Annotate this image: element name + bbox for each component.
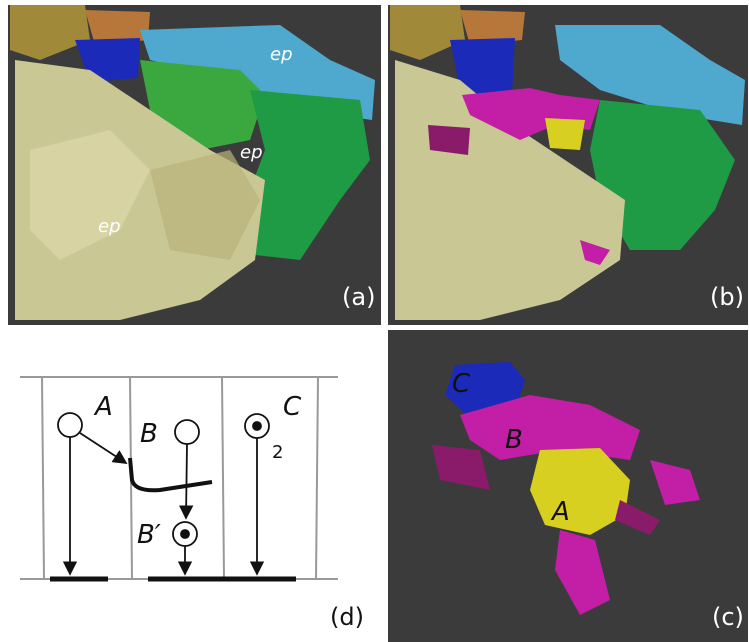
- annotation: ep: [240, 142, 263, 163]
- panel-label: (d): [330, 603, 364, 631]
- annotation: ep: [270, 44, 293, 65]
- annotation: B: [505, 425, 523, 455]
- annotation: A: [550, 497, 570, 527]
- node-label: B: [140, 419, 158, 449]
- panel-c: C B A (c): [388, 330, 748, 642]
- node-label: A: [93, 392, 113, 422]
- node-label: B′: [137, 520, 161, 550]
- subscript: 2: [272, 442, 283, 463]
- panel-b: (b): [388, 5, 748, 325]
- annotation: ep: [98, 216, 121, 237]
- node-label: C: [283, 392, 302, 422]
- panel-label: (a): [342, 283, 375, 311]
- annotation: C: [452, 369, 471, 399]
- diagram-labels: A B C B′ 2 (d): [93, 392, 364, 631]
- panel-label: (c): [712, 603, 744, 631]
- diagram: [50, 412, 296, 582]
- panel-a: ep ep ep (a): [8, 5, 381, 325]
- panel-label: (b): [710, 283, 744, 311]
